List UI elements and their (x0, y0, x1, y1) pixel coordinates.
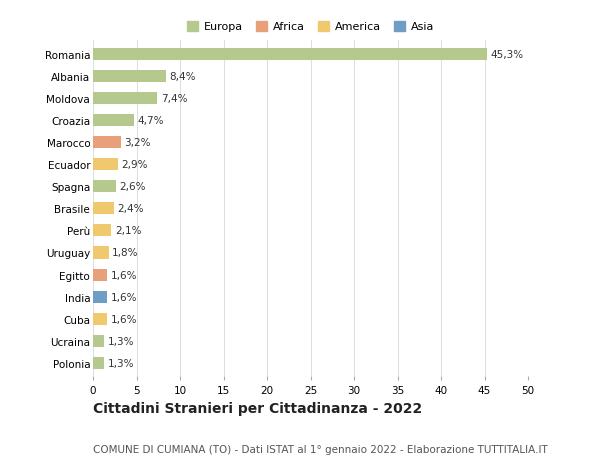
Bar (93, 269, 107, 281)
Text: 1,3%: 1,3% (108, 358, 134, 368)
Bar (93, 291, 107, 303)
Bar (93, 313, 107, 325)
Bar (93, 335, 104, 347)
Text: 2,6%: 2,6% (119, 182, 146, 192)
Text: COMUNE DI CUMIANA (TO) - Dati ISTAT al 1° gennaio 2022 - Elaborazione TUTTITALIA: COMUNE DI CUMIANA (TO) - Dati ISTAT al 1… (93, 444, 548, 454)
Text: 2,1%: 2,1% (115, 226, 141, 236)
Text: 4,7%: 4,7% (137, 116, 164, 126)
Text: 1,6%: 1,6% (110, 314, 137, 324)
Text: 8,4%: 8,4% (170, 72, 196, 82)
Legend: Europa, Africa, America, Asia: Europa, Africa, America, Asia (187, 22, 434, 33)
Text: 2,9%: 2,9% (122, 160, 148, 170)
Text: 1,6%: 1,6% (110, 292, 137, 302)
Text: 2,4%: 2,4% (118, 204, 144, 214)
Text: 1,3%: 1,3% (108, 336, 134, 346)
Text: 1,6%: 1,6% (110, 270, 137, 280)
Text: 7,4%: 7,4% (161, 94, 187, 104)
Text: Cittadini Stranieri per Cittadinanza - 2022: Cittadini Stranieri per Cittadinanza - 2… (93, 402, 422, 415)
Text: 3,2%: 3,2% (124, 138, 151, 148)
Bar (93, 93, 157, 105)
Bar (93, 49, 487, 61)
Bar (93, 71, 166, 83)
Bar (93, 137, 121, 149)
Bar (93, 181, 116, 193)
Text: 1,8%: 1,8% (112, 248, 139, 258)
Bar (93, 247, 109, 259)
Text: 45,3%: 45,3% (491, 50, 524, 60)
Bar (93, 203, 114, 215)
Bar (93, 357, 104, 369)
Bar (93, 115, 134, 127)
Bar (93, 225, 111, 237)
Bar (93, 159, 118, 171)
